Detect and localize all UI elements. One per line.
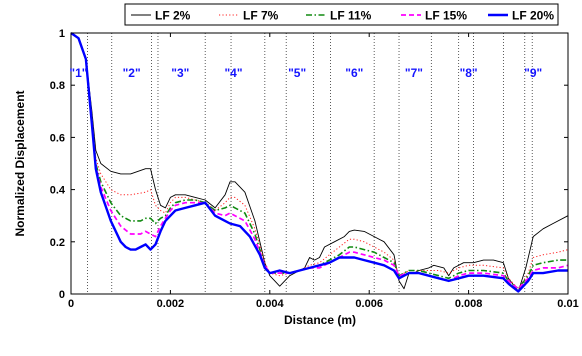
plot-area-frame bbox=[70, 32, 569, 295]
region-label-3: "3" bbox=[171, 66, 189, 80]
series-line-lf-15- bbox=[70, 32, 569, 290]
legend-label: LF 20% bbox=[512, 9, 554, 23]
series-line-lf-20- bbox=[70, 32, 568, 293]
y-axis-label: Normalized Displacement bbox=[13, 90, 27, 236]
x-tick-label: 0.006 bbox=[355, 298, 383, 310]
region-label-2: "2" bbox=[123, 66, 141, 80]
y-tick-label: 0.4 bbox=[50, 185, 66, 197]
series-lines bbox=[70, 32, 569, 293]
region-label-7: "7" bbox=[405, 66, 423, 80]
y-tick-label: 0.6 bbox=[50, 132, 65, 144]
legend-label: LF 11% bbox=[330, 9, 372, 23]
region-label-5: "5" bbox=[288, 66, 306, 80]
region-label-6: "6" bbox=[345, 66, 363, 80]
legend: LF 2% LF 7% LF 11% LF 15% LF 20% bbox=[124, 3, 559, 26]
y-axis: 0 0.2 0.4 0.6 0.8 1 bbox=[50, 28, 568, 301]
y-tick-label: 0.8 bbox=[50, 80, 65, 92]
x-tick-label: 0.008 bbox=[455, 298, 483, 310]
x-tick-label: 0.01 bbox=[557, 298, 578, 310]
series-line-lf-2- bbox=[70, 32, 569, 292]
legend-label: LF 2% bbox=[155, 9, 191, 23]
y-tick-label: 0.2 bbox=[50, 237, 65, 249]
x-tick-label: 0.002 bbox=[157, 298, 185, 310]
legend-box bbox=[124, 3, 559, 26]
region-label-4: "4" bbox=[224, 66, 242, 80]
x-axis: 0 0.002 0.004 0.006 0.008 0.01 bbox=[68, 33, 579, 310]
x-tick-label: 0.004 bbox=[256, 298, 284, 310]
y-tick-label: 0 bbox=[59, 289, 65, 301]
x-axis-label: Distance (m) bbox=[284, 313, 356, 327]
region-labels: "1" "2" "3" "4" "5" "6" "7" "8" "9" bbox=[69, 66, 542, 80]
region-label-9: "9" bbox=[524, 66, 542, 80]
legend-label: LF 7% bbox=[243, 9, 279, 23]
y-tick-label: 1 bbox=[59, 28, 65, 40]
region-label-1: "1" bbox=[69, 66, 87, 80]
region-label-8: "8" bbox=[460, 66, 478, 80]
x-tick-label: 0 bbox=[68, 298, 74, 310]
legend-label: LF 15% bbox=[425, 9, 467, 23]
